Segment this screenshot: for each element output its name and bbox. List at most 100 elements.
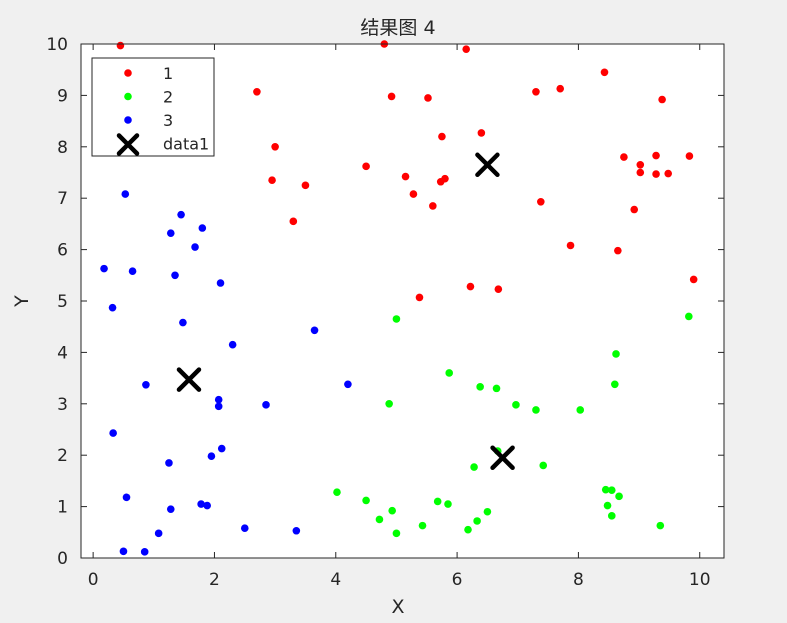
data-point (121, 190, 130, 198)
data-point (177, 210, 185, 219)
legend: 1 2 3 data1 (91, 57, 215, 157)
x-axis-label: X (391, 596, 404, 618)
data-point (444, 500, 452, 508)
legend-label: 1 (163, 64, 173, 83)
data-point (689, 275, 698, 284)
centroid-marker (475, 152, 500, 178)
legend-label: 3 (163, 111, 173, 130)
y-axis-label: Y (11, 295, 33, 308)
data-point (392, 529, 401, 538)
legend-entries: 1 2 3 data1 (116, 64, 209, 156)
y-tick-label: 10 (46, 35, 68, 55)
data-point (418, 521, 427, 530)
data-point (214, 402, 223, 411)
data-point (253, 88, 261, 96)
data-point (179, 318, 187, 327)
legend-entry-data1: data1 (116, 133, 209, 156)
data-point (166, 505, 175, 513)
data-point (165, 459, 173, 467)
data-point (387, 92, 396, 101)
data-point (388, 506, 396, 515)
data-point (401, 172, 410, 181)
y-tick-label: 6 (57, 241, 68, 261)
series-1 (116, 40, 698, 302)
y-tick-label: 7 (57, 189, 68, 209)
x-tick-label: 8 (573, 570, 584, 590)
data-point (100, 264, 108, 273)
data-point (466, 282, 475, 291)
data-point (197, 500, 205, 508)
data-point (109, 429, 117, 437)
data-point (166, 229, 175, 237)
data-point (556, 84, 565, 93)
data-point (292, 526, 301, 535)
data-point (433, 497, 442, 506)
legend-marker (124, 92, 132, 101)
data-point (142, 380, 150, 389)
data-point (473, 517, 481, 525)
data-point (240, 524, 249, 532)
data-point (262, 401, 270, 409)
data-point (470, 463, 478, 471)
data-point (217, 444, 226, 453)
data-point (532, 88, 540, 96)
data-point (576, 406, 585, 414)
data-point (607, 486, 616, 494)
centroid-marker (176, 367, 202, 392)
data-point (620, 153, 628, 161)
data-point (476, 383, 484, 391)
data-point (685, 152, 694, 160)
x-tick-label: 4 (330, 570, 341, 590)
data-point (483, 507, 492, 516)
legend-marker (124, 116, 132, 124)
data-point (611, 380, 619, 389)
data-point (652, 151, 660, 160)
data-point (415, 293, 424, 302)
legend-marker (124, 69, 132, 77)
data-point (685, 312, 693, 321)
legend-entry-3: 3 (124, 111, 173, 130)
data-point (409, 190, 418, 198)
legend-box (91, 57, 215, 157)
x-tick-label: 10 (689, 570, 711, 590)
y-tick-label: 9 (57, 86, 68, 106)
data-point (537, 197, 545, 206)
data-point (122, 493, 131, 502)
data-point (140, 548, 149, 556)
x-tick-label: 6 (452, 570, 463, 590)
data-point (436, 177, 445, 186)
data-point (445, 369, 454, 377)
data-point (203, 501, 211, 510)
y-tick-label: 5 (57, 292, 68, 312)
data-point (429, 202, 437, 210)
data-point (630, 205, 639, 214)
ticks-layer: 0 2 4 6 8 10 0 1 2 3 4 5 6 7 8 9 10 (46, 35, 724, 590)
data-point (108, 303, 117, 312)
data-point (216, 279, 225, 287)
data-point (375, 515, 384, 524)
data-point (362, 496, 370, 505)
data-point (656, 521, 665, 530)
data-point (310, 326, 319, 335)
data-point (344, 380, 352, 389)
legend-label: 2 (163, 88, 173, 107)
y-tick-label: 8 (57, 138, 68, 158)
data-point (600, 68, 609, 77)
data-point (301, 181, 310, 190)
data-point (601, 485, 610, 494)
legend-entry-1: 1 (124, 64, 173, 83)
data-point (612, 350, 620, 358)
data-point (171, 271, 179, 280)
y-tick-label: 3 (57, 395, 68, 415)
data-point (566, 241, 575, 250)
data-point (636, 168, 645, 177)
data-point (438, 132, 446, 141)
data-point (614, 246, 622, 255)
data-point (119, 547, 128, 556)
series-3 (100, 190, 352, 556)
chart-title: 结果图 4 (360, 17, 435, 39)
y-tick-label: 2 (57, 446, 68, 466)
data-point (658, 95, 666, 104)
data-point (362, 162, 370, 171)
